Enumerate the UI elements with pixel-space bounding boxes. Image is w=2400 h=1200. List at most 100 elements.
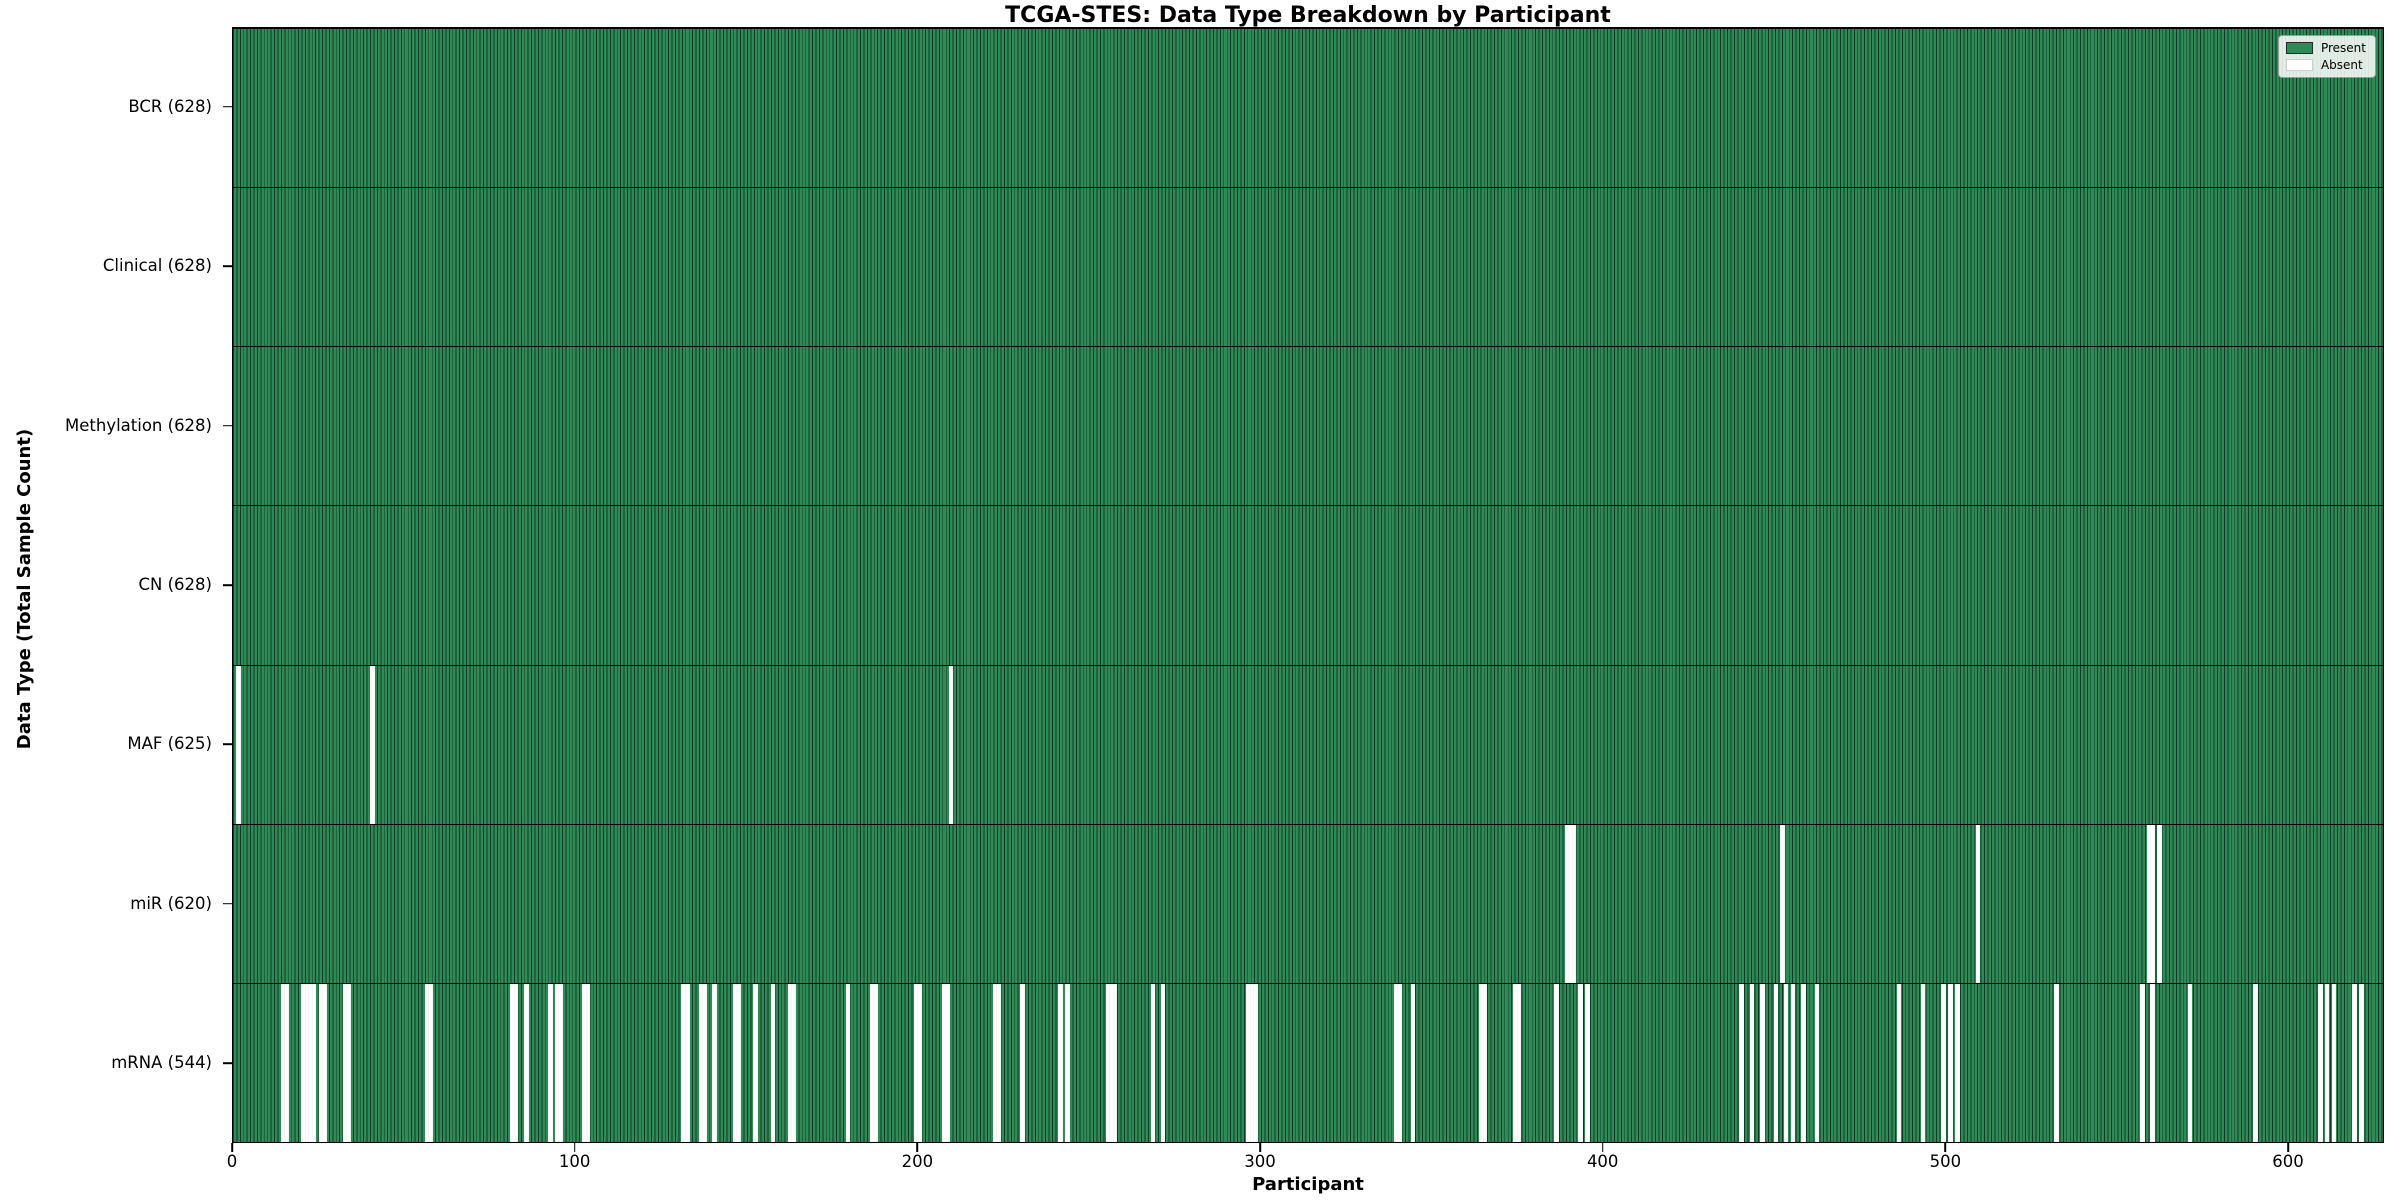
absent-stripe (1571, 824, 1577, 983)
absent-stripe (732, 983, 738, 1142)
x-tick-mark (573, 1143, 576, 1152)
absent-stripe (1516, 983, 1522, 1142)
absent-stripe (1739, 983, 1744, 1142)
absent-stripe (2317, 983, 2323, 1142)
legend: Present Absent (2277, 35, 2376, 78)
absent-stripe (1160, 983, 1166, 1142)
absent-stripe (1554, 983, 1560, 1142)
absent-stripe (945, 983, 950, 1142)
absent-stripe (582, 983, 587, 1142)
x-tick-mark (231, 1143, 233, 1152)
absent-stripe (2187, 983, 2193, 1142)
legend-item-absent: Absent (2285, 59, 2366, 71)
absent-stripe (845, 983, 851, 1142)
absent-stripe (1020, 983, 1026, 1142)
legend-item-present: Present (2285, 41, 2366, 55)
absent-stripe (712, 983, 717, 1142)
absent-stripe (1783, 983, 1789, 1142)
absent-stripe (1948, 983, 1953, 1142)
data-row-Clinical (233, 187, 2383, 347)
x-tick-label-200: 200 (901, 1152, 934, 1171)
absent-stripe (1109, 983, 1115, 1142)
absent-stripe (322, 983, 327, 1142)
absent-stripe (1814, 983, 1820, 1142)
absent-stripe (1564, 824, 1570, 983)
absent-stripe (1800, 983, 1806, 1142)
data-row-CN (233, 505, 2383, 665)
absent-stripe (1253, 983, 1258, 1142)
absent-stripe (1759, 983, 1765, 1142)
plot-area: Present Absent (232, 27, 2384, 1143)
absent-stripe (698, 983, 704, 1142)
absent-stripe (2150, 983, 2155, 1142)
absent-stripe (736, 983, 741, 1142)
absent-stripe (1249, 983, 1255, 1142)
absent-stripe (2157, 824, 2162, 983)
absent-stripe (1790, 983, 1796, 1142)
absent-stripe (1955, 983, 1960, 1142)
absent-stripe (554, 983, 560, 1142)
legend-present-label: Present (2320, 41, 2366, 55)
absent-stripe (1568, 824, 1573, 983)
absent-stripe (342, 983, 348, 1142)
data-row-miR (233, 823, 2383, 983)
absent-swatch-icon (2285, 59, 2313, 71)
absent-stripe (1112, 983, 1118, 1142)
absent-stripe (1150, 983, 1156, 1142)
absent-stripe (428, 983, 433, 1142)
x-tick-mark (1259, 1143, 1261, 1152)
absent-stripe (2359, 983, 2364, 1142)
absent-stripe (1920, 983, 1926, 1142)
x-tick-mark (1601, 1143, 1604, 1152)
absent-stripe (585, 983, 591, 1142)
x-tick-label-300: 300 (1244, 1152, 1276, 1171)
absent-stripe (1393, 983, 1399, 1142)
y-tick-label-Clinical: Clinical (628) (102, 255, 212, 275)
absent-stripe (311, 983, 317, 1142)
data-row-Methylation (233, 346, 2383, 506)
y-tick-mark (223, 105, 232, 108)
absent-stripe (547, 983, 553, 1142)
absent-stripe (236, 665, 242, 824)
absent-stripe (1064, 983, 1070, 1142)
chart-title: TCGA-STES: Data Type Breakdown by Partic… (1005, 3, 1611, 28)
x-tick-mark (916, 1143, 919, 1152)
absent-stripe (1749, 983, 1755, 1142)
absent-stripe (1058, 983, 1063, 1142)
y-tick-mark (223, 903, 232, 905)
absent-stripe (1585, 983, 1590, 1142)
x-tick-mark (2287, 1143, 2289, 1152)
y-tick-label-MAF: MAF (625) (127, 734, 212, 754)
absent-stripe (1410, 983, 1416, 1142)
y-tick-label-miR: miR (620) (130, 893, 212, 913)
absent-stripe (524, 983, 529, 1142)
absent-stripe (873, 983, 878, 1142)
y-tick-mark (223, 265, 232, 267)
absent-stripe (510, 983, 515, 1142)
absent-stripe (2331, 983, 2337, 1142)
x-tick-label-0: 0 (226, 1152, 238, 1171)
y-tick-label-mRNA: mRNA (544) (111, 1053, 212, 1073)
absent-stripe (1578, 983, 1584, 1142)
absent-stripe (770, 983, 776, 1142)
absent-stripe (2252, 983, 2258, 1142)
absent-stripe (869, 983, 875, 1142)
absent-stripe (2139, 983, 2145, 1142)
x-axis-label: Participant (1252, 1174, 1364, 1195)
x-tick-label-600: 600 (2272, 1152, 2304, 1171)
absent-stripe (948, 665, 954, 824)
y-tick-mark (223, 1062, 232, 1065)
data-row-mRNA (233, 982, 2383, 1142)
present-swatch-icon (2285, 42, 2313, 54)
x-tick-label-500: 500 (1929, 1152, 1962, 1171)
y-tick-mark (223, 584, 232, 586)
absent-stripe (2352, 983, 2357, 1142)
absent-stripe (318, 983, 324, 1142)
absent-stripe (345, 983, 351, 1142)
y-tick-mark (223, 424, 232, 427)
y-tick-label-CN: CN (628) (138, 574, 212, 594)
y-tick-label-Methylation: Methylation (628) (65, 415, 212, 435)
absent-stripe (2324, 983, 2330, 1142)
absent-stripe (787, 983, 793, 1142)
